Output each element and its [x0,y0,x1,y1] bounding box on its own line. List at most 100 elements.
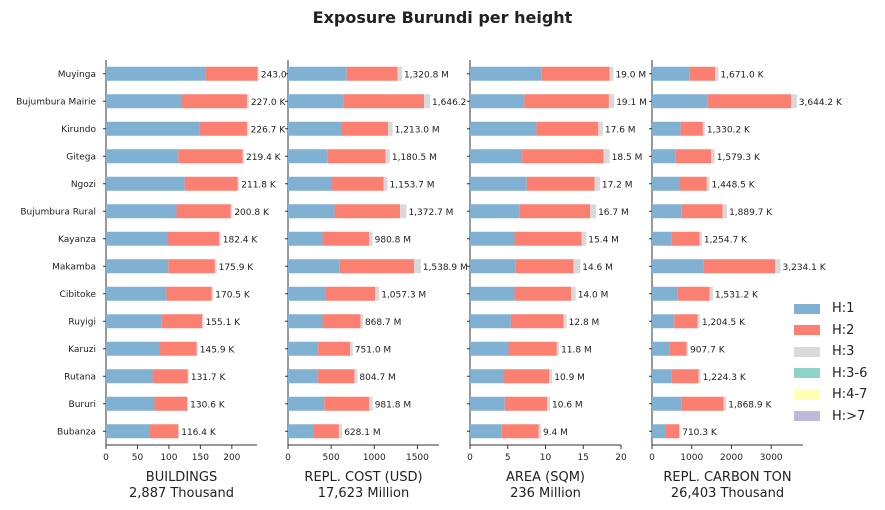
bar-segment [288,231,323,246]
bar-segment [722,204,728,219]
bar-segment [715,66,719,81]
data-label: 1,646.2 M [432,98,477,108]
bar-segment [652,231,672,246]
bar-segment [199,121,247,136]
bar-segment [168,259,215,274]
bar-segment [652,424,666,439]
bar-segment [652,66,690,81]
chart-title: Exposure Burundi per height [312,8,573,27]
data-label: 1,868.9 K [728,400,772,410]
bar-segment [257,66,259,81]
data-label: 1,889.7 K [729,208,773,218]
province-label: Kayanza [58,235,96,245]
data-label: 10.6 M [552,400,583,410]
data-label: 1,531.2 K [715,290,759,300]
data-label: 10.9 M [554,373,585,383]
bar-segment [178,149,243,164]
data-label: 1,153.7 M [390,180,435,190]
bar-segment [288,341,319,356]
bar-segment [514,286,572,301]
data-label: 628.1 M [344,428,380,438]
bar-segment [159,341,197,356]
data-label: 1,254.7 K [704,235,748,245]
data-label: 980.8 M [375,235,411,245]
bar-segment [246,94,249,109]
bar-segment [510,314,564,329]
data-label: 16.7 M [598,208,629,218]
bar-segment [318,341,351,356]
bar-segment [106,396,155,411]
x-tick-label: 500 [323,453,340,463]
bar-segment [219,231,221,246]
bar-segment [339,259,414,274]
data-label: 3,644.2 K [799,98,843,108]
province-label: Bujumbura Rural [20,207,96,217]
bar-segment [288,149,328,164]
bar-segment [652,121,681,136]
bar-segment [327,149,386,164]
province-label: Gitega [66,152,96,162]
data-label: 804.7 M [359,373,395,383]
bar-segment [176,204,231,219]
data-label: 17.6 M [605,125,636,135]
legend-swatch-h1 [794,303,820,314]
data-label: 145.9 K [200,345,236,355]
x-tick-label: 20 [615,453,627,463]
x-axis-title: AREA (SQM) [506,470,585,485]
bar-segment [288,424,314,439]
province-label: Muyinga [58,70,96,80]
province-label: Ruyigi [68,317,96,327]
x-tick-label: 0 [103,453,109,463]
bar-segment [652,204,682,219]
province-label: Cibitoke [60,290,97,300]
bar-segment [652,176,680,191]
bar-segment [324,396,370,411]
bar-segment [205,66,258,81]
bar-segment [508,341,557,356]
bar-segment [106,231,168,246]
bar-segment [106,424,151,439]
data-label: 9.4 M [543,428,568,438]
bar-segment [106,204,177,219]
bar-segment [214,259,217,274]
bar-segment [522,149,604,164]
bar-segment [288,396,325,411]
legend-label-h7plus: H:>7 [832,408,866,424]
legend-item-h3: H:3 [794,341,867,363]
province-label: Bujumbura Mairie [16,97,96,107]
bar-segment [322,314,361,329]
legend-item-h2: H:2 [794,320,867,342]
bar-segment [723,396,727,411]
bar-segment [698,369,701,384]
bar-segment [470,149,523,164]
bar-segment [196,341,198,356]
x-tick-label: 0 [285,453,291,463]
x-tick-label: 2000 [720,453,743,463]
bar-segment [167,231,220,246]
data-label: 18.5 M [612,153,643,163]
bar-segment [681,204,723,219]
bar-segment [288,121,342,136]
province-label: Rutana [64,372,96,382]
bar-segment [288,259,340,274]
bar-segment [652,259,704,274]
bar-segment [697,314,700,329]
province-label: Ngozi [71,180,96,190]
bar-segment [679,424,681,439]
x-axis-subtitle: 17,623 Million [318,486,409,501]
bar-segment [106,149,179,164]
legend-label-h4-7: H:4-7 [832,387,868,403]
bar-segment [313,424,339,439]
bar-segment [397,66,402,81]
bar-segment [671,231,700,246]
bar-segment [354,369,358,384]
bar-segment [689,66,716,81]
x-tick-label: 1500 [406,453,429,463]
bar-segment [470,396,505,411]
x-axis-title: REPL. CARBON TON [663,470,791,485]
bar-segment [343,94,424,109]
bar-segment [470,176,527,191]
bar-segment [288,94,344,109]
data-label: 1,213.0 M [395,125,440,135]
bar-segment [470,314,511,329]
